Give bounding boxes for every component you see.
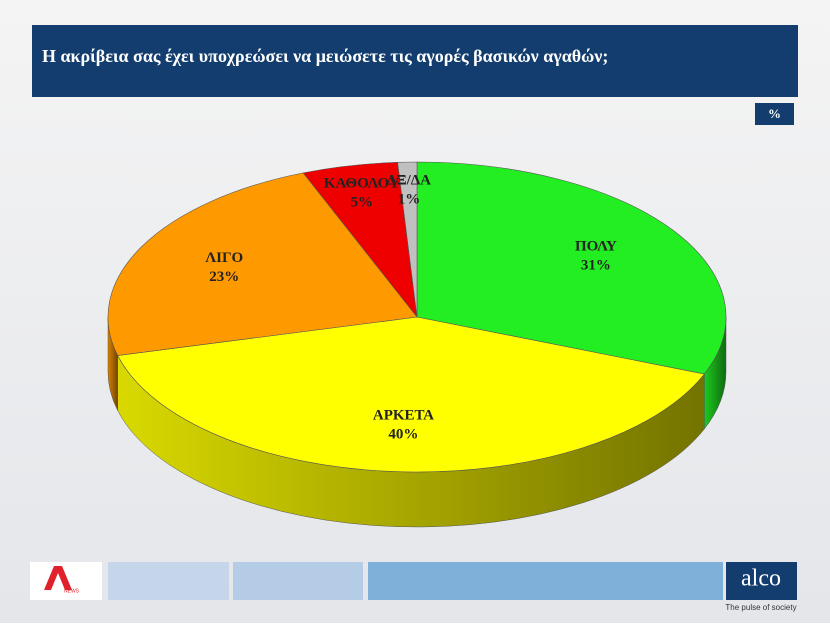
brand-name: alco — [741, 566, 781, 592]
slice-label: ΔΞ/ΔΑ — [387, 172, 431, 188]
header-band — [32, 25, 798, 97]
value-label: 23% — [209, 269, 239, 285]
slice-label: ΚΑΘΟΛΟΥ — [324, 175, 400, 191]
slice-label: ΑΡΚΕΤΑ — [373, 408, 434, 424]
pie: ΠΟΛΥ 31% ΑΡΚΕΤΑ 40% ΛΙΓΟ 23% ΚΑΘΟΛΟΥ 5% ΔΞ/ΔΑ 1% — [107, 161, 727, 528]
slice-label: ΠΟΛΥ — [575, 238, 617, 254]
slice — [416, 161, 727, 375]
footer-band — [233, 562, 363, 600]
slice-label: ΛΙΓΟ — [205, 250, 243, 266]
slice — [397, 161, 418, 318]
value-label: 31% — [581, 257, 611, 273]
chart-title: Η ακρίβεια σας έχει υποχρεώσει να μειώσε… — [42, 46, 608, 66]
news-logo-text: NEWS — [64, 588, 80, 594]
value-label: 40% — [388, 427, 418, 443]
brand-box — [726, 562, 797, 600]
unit-label: % — [768, 106, 781, 121]
footer-band — [108, 562, 229, 600]
footer-band — [368, 562, 723, 600]
slice — [117, 316, 705, 473]
unit-badge — [755, 103, 794, 125]
value-label: 5% — [350, 194, 373, 210]
brand-tagline: The pulse of society — [725, 603, 796, 612]
slice — [107, 172, 418, 356]
news-logo-mark — [44, 566, 72, 590]
value-label: 1% — [398, 191, 421, 207]
